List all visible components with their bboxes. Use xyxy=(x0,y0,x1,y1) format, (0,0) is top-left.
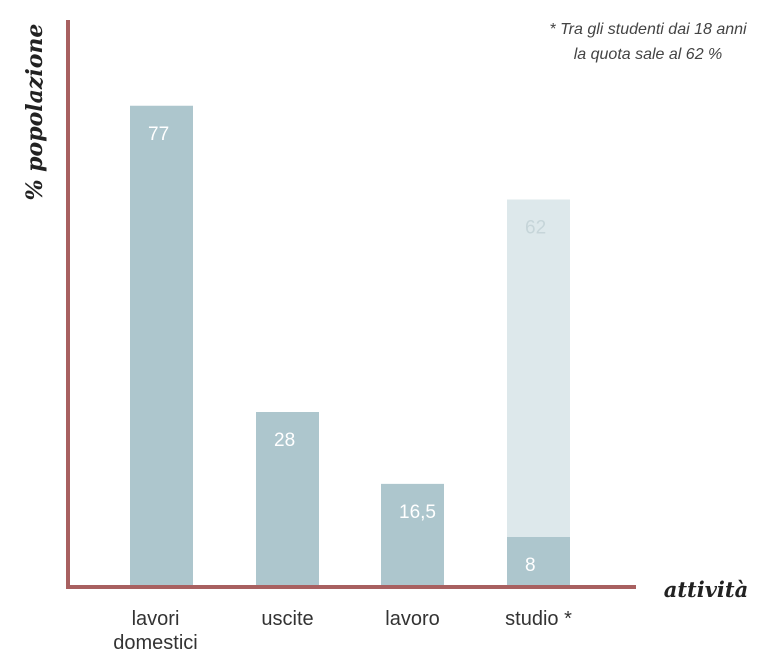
category-label-line: lavoro xyxy=(385,608,439,630)
footnote-line: * Tra gli studenti dai 18 anni xyxy=(549,21,747,38)
bar-main-3 xyxy=(507,537,570,587)
category-labels: lavori domestici uscite lavoro studio * xyxy=(113,608,572,654)
category-label: lavori domestici xyxy=(113,608,197,654)
category-label-line: lavori xyxy=(132,608,180,630)
data-label: 8 xyxy=(525,555,536,576)
y-axis-title: % popolazione xyxy=(22,24,48,201)
bar-main-2 xyxy=(381,483,444,587)
bar-students-18-3 xyxy=(507,199,570,587)
footnote-line: la quota sale al 62 % xyxy=(574,46,723,63)
category-label-line: domestici xyxy=(113,632,197,654)
category-label: uscite xyxy=(261,608,313,630)
category-label-line: studio * xyxy=(505,608,572,630)
category-label: lavoro xyxy=(385,608,439,630)
x-axis-title: attività xyxy=(664,577,748,602)
bars-layer: 62 77 28 16,5 8 xyxy=(130,105,570,587)
data-label: 28 xyxy=(274,430,295,451)
data-label: 77 xyxy=(148,124,169,145)
axes-layer xyxy=(66,20,636,589)
bar-main-0 xyxy=(130,105,193,587)
bar-main-1 xyxy=(256,412,319,587)
category-label: studio * xyxy=(505,608,572,630)
data-label: 16,5 xyxy=(399,502,436,523)
category-label-line: uscite xyxy=(261,608,313,630)
data-label: 62 xyxy=(525,218,546,239)
footnote: * Tra gli studenti dai 18 anni la quota s… xyxy=(549,21,747,63)
